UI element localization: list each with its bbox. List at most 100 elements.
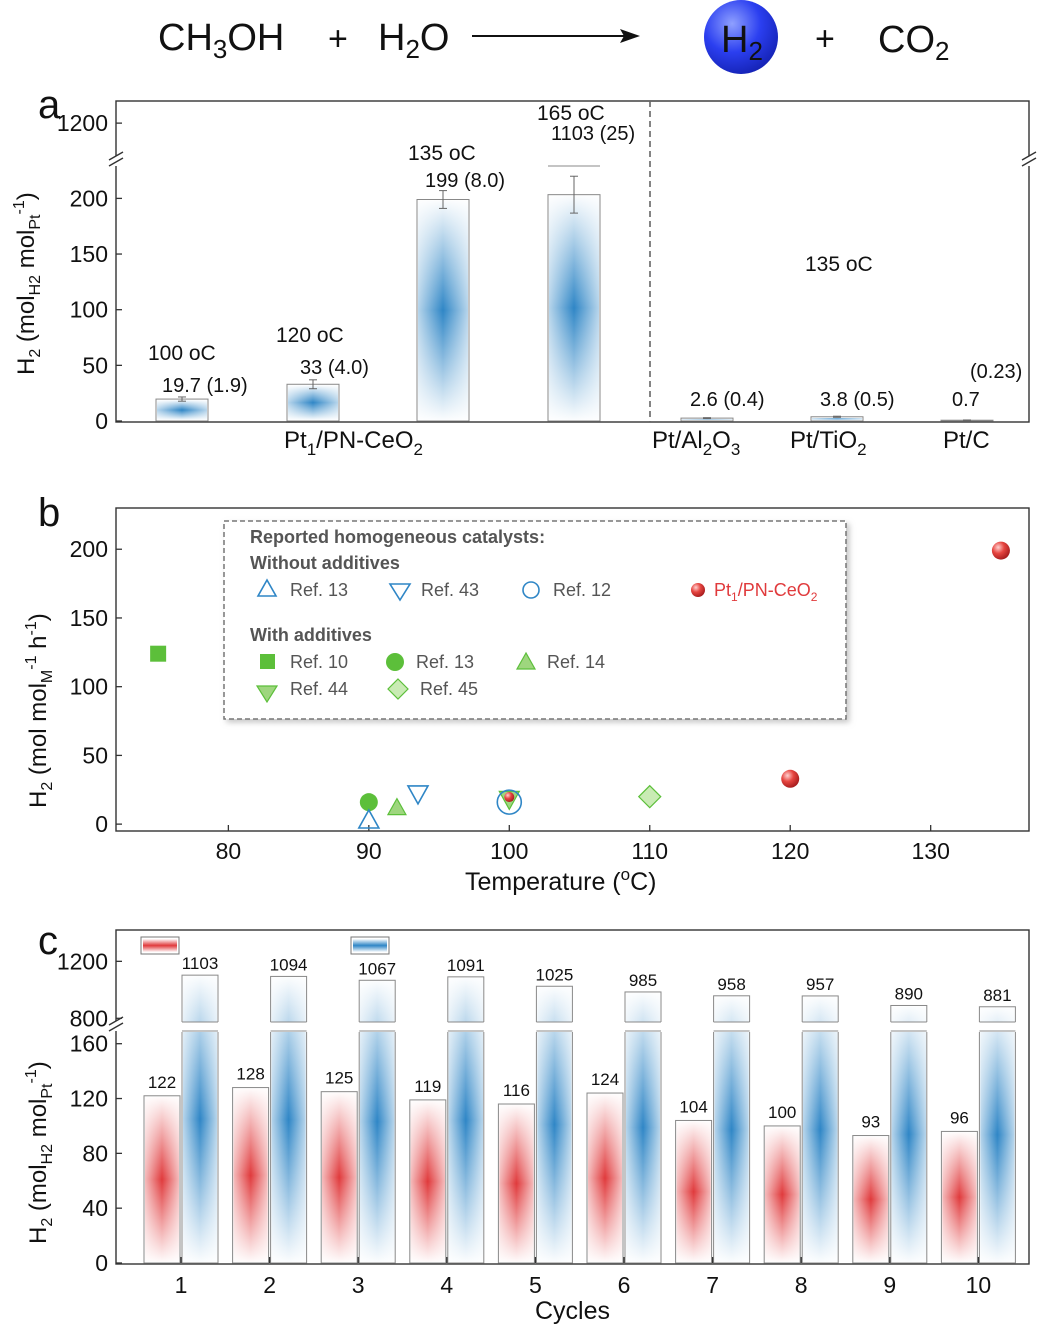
bar-red-cycle-3 <box>320 1091 358 1264</box>
x-tick-label: 8 <box>795 1272 808 1298</box>
temp-label-135-refs: 135 oC <box>805 253 873 276</box>
bar-blue-cycle-6 <box>624 991 662 1264</box>
bar-blue-label: 890 <box>895 984 923 1003</box>
bar-red-cycle-7 <box>675 1119 713 1264</box>
panel-b-letter: b <box>38 491 60 535</box>
panel-a-y-ticks: 0 50 100 150 200 1200 <box>57 110 122 434</box>
bar-error-label: (1.9) <box>206 375 247 397</box>
panel-b-y-label: H2 (mol molM-1 h-1) <box>23 613 56 808</box>
y-tick-label: 40 <box>82 1195 108 1221</box>
panel-a-axis-break <box>108 151 1037 167</box>
panel-c-x-ticks: 1 2 3 4 5 6 7 8 9 10 <box>175 1257 992 1298</box>
legend-marker-ref14 <box>515 651 537 670</box>
panel-a-letter: a <box>38 83 61 127</box>
point-ref-43 <box>406 785 430 806</box>
legend-title: Reported homogeneous catalysts: <box>250 527 545 547</box>
x-tick-label: 3 <box>352 1272 365 1298</box>
reactant-methanol: CH3OH <box>158 17 284 64</box>
y-tick-label: 50 <box>82 352 108 378</box>
point-pt1-pn-ceo2 <box>504 792 515 803</box>
category-pt1-pn-ceo2: Pt1/PN-CeO2 <box>284 427 423 459</box>
bar-7 <box>940 419 994 422</box>
x-tick-label: 110 <box>631 838 668 864</box>
bar-error-label: (8.0) <box>464 170 505 192</box>
bar-blue-label: 1091 <box>447 956 485 975</box>
legend-label-ref13-open: Ref. 13 <box>290 580 348 600</box>
category-pt-al2o3: Pt/Al2O3 <box>652 427 740 459</box>
bar-blue-cycle-2 <box>269 975 308 1264</box>
y-tick-label: 160 <box>70 1031 108 1057</box>
bar-red-label: 125 <box>325 1069 353 1088</box>
point-ref-10 <box>150 645 167 662</box>
temp-label-165: 165 oC <box>537 102 605 125</box>
bar-blue-label: 958 <box>717 975 745 994</box>
legend-label-ref12: Ref. 12 <box>553 580 611 600</box>
legend-label-ref44: Ref. 44 <box>290 679 348 699</box>
x-tick-label: 10 <box>966 1272 992 1298</box>
y-tick-label: 0 <box>95 408 108 434</box>
legend-label-ref10: Ref. 10 <box>290 652 348 672</box>
bar-blue-label: 1094 <box>270 955 308 974</box>
temp-label-120: 120 oC <box>276 324 344 347</box>
bar-blue-cycle-1 <box>181 974 219 1264</box>
x-tick-label: 5 <box>529 1272 542 1298</box>
bar-red-cycle-4 <box>409 1099 447 1264</box>
bar-error-label: (0.5) <box>853 389 894 411</box>
y-tick-label: 1200 <box>57 948 108 974</box>
panel-b-points <box>150 541 1010 829</box>
x-tick-label: 100 <box>490 838 528 864</box>
legend-marker-ref13-open <box>256 578 278 597</box>
y-tick-label: 800 <box>70 1005 108 1031</box>
temp-label-135: 135 oC <box>408 142 476 165</box>
bar-red-cycle-8 <box>763 1125 801 1264</box>
plus-sign-1: + <box>328 20 348 58</box>
reaction-equation: CH3OH + H2O H2 + CO2 <box>158 0 949 74</box>
bar-blue-cycle-5 <box>535 985 574 1264</box>
panel-a-bars: 19.7 (1.9) 33 (4.0) 199 (8.0) 1103 (25) 2.6 … <box>155 123 1022 422</box>
category-pt-c: Pt/C <box>943 427 990 454</box>
legend-box <box>223 520 847 720</box>
panel-b-legend: Reported homogeneous catalysts: Without … <box>223 520 847 720</box>
legend-label-ref43: Ref. 43 <box>421 580 479 600</box>
panel-c-swatch-blue-fill <box>353 939 387 952</box>
legend-group-with: With additives <box>250 625 372 645</box>
legend-marker-ref44 <box>255 685 279 704</box>
bar-red-cycle-9 <box>852 1135 890 1264</box>
y-tick-label: 150 <box>70 241 108 267</box>
bar-red-cycle-6 <box>586 1092 624 1264</box>
panel-b-y-ticks: 0 50 100 150 200 <box>70 536 122 837</box>
y-tick-label: 150 <box>70 605 108 631</box>
bar-blue-label: 985 <box>629 971 657 990</box>
y-tick-label: 120 <box>70 1086 108 1112</box>
panel-c-plot-frame <box>115 929 1030 1265</box>
legend-marker-ref12 <box>522 581 540 599</box>
point-pt1-pn-ceo2 <box>781 769 800 788</box>
bar-blue-label: 1103 <box>182 954 219 973</box>
bar-red-label: 128 <box>236 1065 264 1084</box>
bar-6 <box>810 415 864 422</box>
bar-red-label: 93 <box>861 1113 880 1132</box>
bar-blue-label: 881 <box>983 986 1011 1005</box>
legend-label-ref13-filled: Ref. 13 <box>416 652 474 672</box>
bar-error-label: (0.4) <box>723 389 764 411</box>
bar-red-label: 104 <box>679 1097 707 1116</box>
x-tick-label: 130 <box>911 838 949 864</box>
bar-red-cycle-10 <box>940 1130 978 1264</box>
bar-red-cycle-5 <box>497 1103 535 1264</box>
y-tick-label: 1200 <box>57 110 108 136</box>
bar-1 <box>155 396 209 422</box>
legend-marker-ref45 <box>387 678 409 700</box>
bar-value-label: 33 (4.0) <box>300 357 369 379</box>
bar-red-label: 122 <box>148 1073 176 1092</box>
bar-red-label: 96 <box>950 1108 969 1127</box>
bar-blue-cycle-7 <box>712 995 751 1264</box>
panel-c-swatch-red-fill <box>143 939 177 952</box>
bar-error-label: (0.23) <box>970 361 1022 383</box>
reactant-water: H2O <box>378 17 449 64</box>
y-tick-label: 100 <box>70 297 108 323</box>
bar-value-label: 1103 (25) <box>551 123 635 145</box>
y-tick-label: 100 <box>70 674 108 700</box>
panel-a-bar-chart: a 0 50 100 150 200 1200 19.7 (1.9) 33 (4.0) 199… <box>11 83 1037 459</box>
